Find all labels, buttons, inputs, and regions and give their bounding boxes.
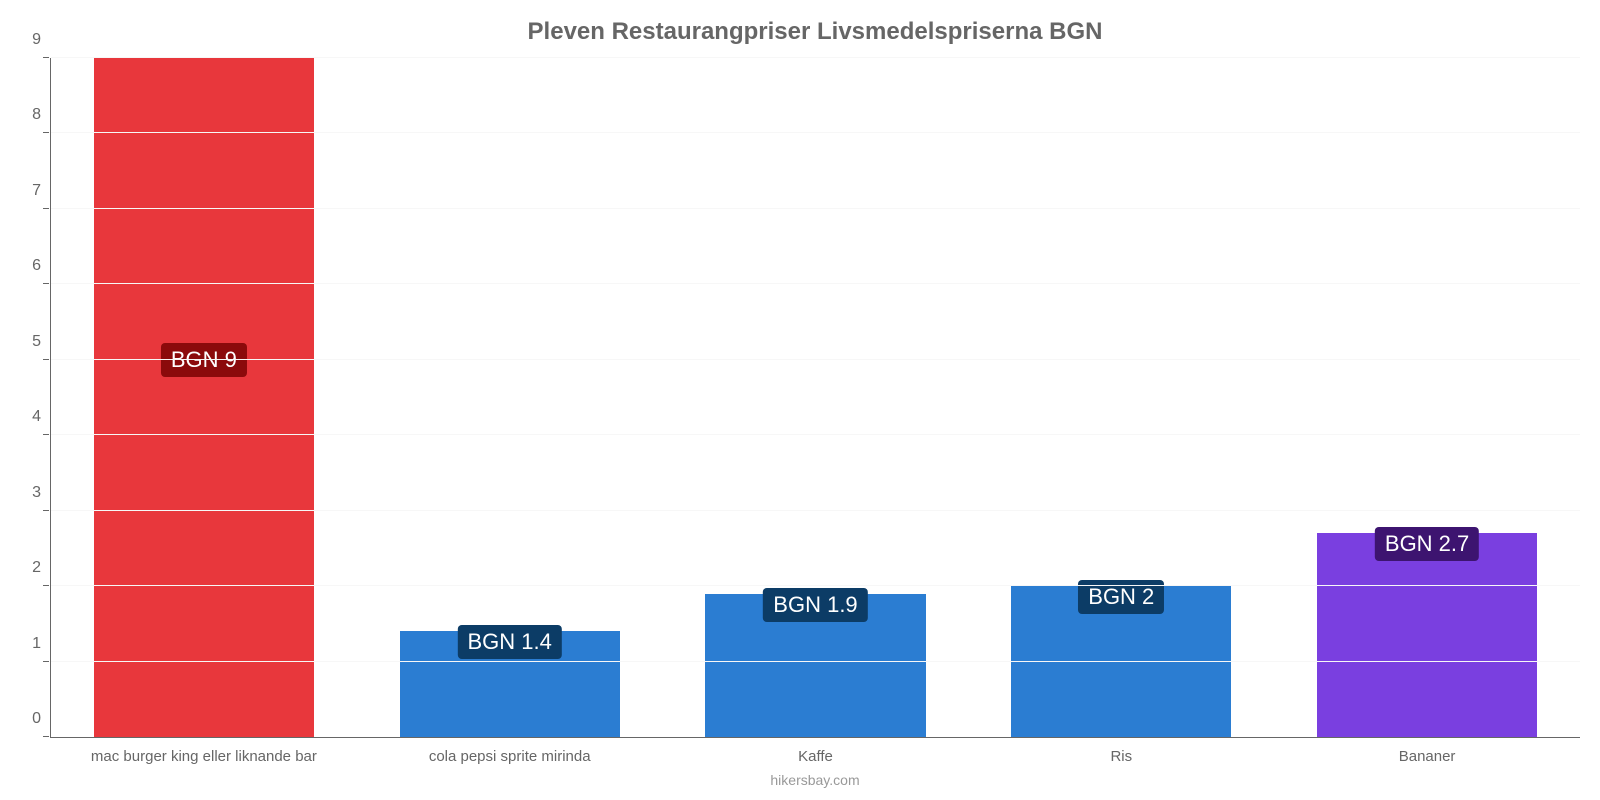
x-axis-label: Kaffe — [663, 748, 969, 765]
x-axis-label: Ris — [968, 748, 1274, 765]
gridline — [51, 57, 1580, 58]
x-axis-label: cola pepsi sprite mirinda — [357, 748, 663, 765]
bar-value-label: BGN 1.9 — [763, 588, 867, 622]
bar-slot: BGN 1.4 — [357, 58, 663, 737]
y-tick-label: 2 — [21, 559, 41, 577]
y-tick — [43, 736, 49, 737]
bar: BGN 1.9 — [705, 594, 925, 737]
bar: BGN 2 — [1011, 586, 1231, 737]
y-tick-label: 8 — [21, 106, 41, 124]
y-tick — [43, 283, 49, 284]
y-tick — [43, 510, 49, 511]
bar-value-label: BGN 9 — [161, 343, 247, 377]
bar: BGN 2.7 — [1317, 533, 1537, 737]
gridline — [51, 283, 1580, 284]
y-tick-label: 5 — [21, 333, 41, 351]
y-tick-label: 6 — [21, 257, 41, 275]
y-tick-label: 9 — [21, 31, 41, 49]
chart-title: Pleven Restaurangpriser Livsmedelspriser… — [50, 18, 1580, 46]
gridline — [51, 510, 1580, 511]
y-tick-label: 4 — [21, 408, 41, 426]
x-axis-labels: mac burger king eller liknande barcola p… — [51, 748, 1580, 765]
gridline — [51, 434, 1580, 435]
plot-area: BGN 9BGN 1.4BGN 1.9BGN 2BGN 2.7 mac burg… — [50, 58, 1580, 738]
gridline — [51, 661, 1580, 662]
y-tick — [43, 661, 49, 662]
x-axis-label: Bananer — [1274, 748, 1580, 765]
y-tick-label: 7 — [21, 182, 41, 200]
chart-container: Pleven Restaurangpriser Livsmedelspriser… — [0, 0, 1600, 800]
gridline — [51, 132, 1580, 133]
bar-slot: BGN 2 — [968, 58, 1274, 737]
y-tick-label: 0 — [21, 710, 41, 728]
x-axis-label: mac burger king eller liknande bar — [51, 748, 357, 765]
y-tick-label: 1 — [21, 635, 41, 653]
gridline — [51, 208, 1580, 209]
y-tick — [43, 434, 49, 435]
gridline — [51, 359, 1580, 360]
y-tick-label: 3 — [21, 484, 41, 502]
gridline — [51, 585, 1580, 586]
bar-slot: BGN 9 — [51, 58, 357, 737]
bars-group: BGN 9 BGN 1.4 BGN 1.9 BGN 2 BGN 2.7 — [51, 58, 1580, 737]
y-tick — [43, 208, 49, 209]
y-tick — [43, 132, 49, 133]
y-tick — [43, 585, 49, 586]
bar: BGN 9 — [94, 58, 314, 737]
bar-slot: BGN 1.9 — [663, 58, 969, 737]
y-tick — [43, 57, 49, 58]
bar-value-label: BGN 2.7 — [1375, 527, 1479, 561]
chart-footer: hikersbay.com — [50, 772, 1580, 788]
bar: BGN 1.4 — [400, 631, 620, 737]
bar-slot: BGN 2.7 — [1274, 58, 1580, 737]
y-tick — [43, 359, 49, 360]
bar-value-label: BGN 1.4 — [458, 625, 562, 659]
